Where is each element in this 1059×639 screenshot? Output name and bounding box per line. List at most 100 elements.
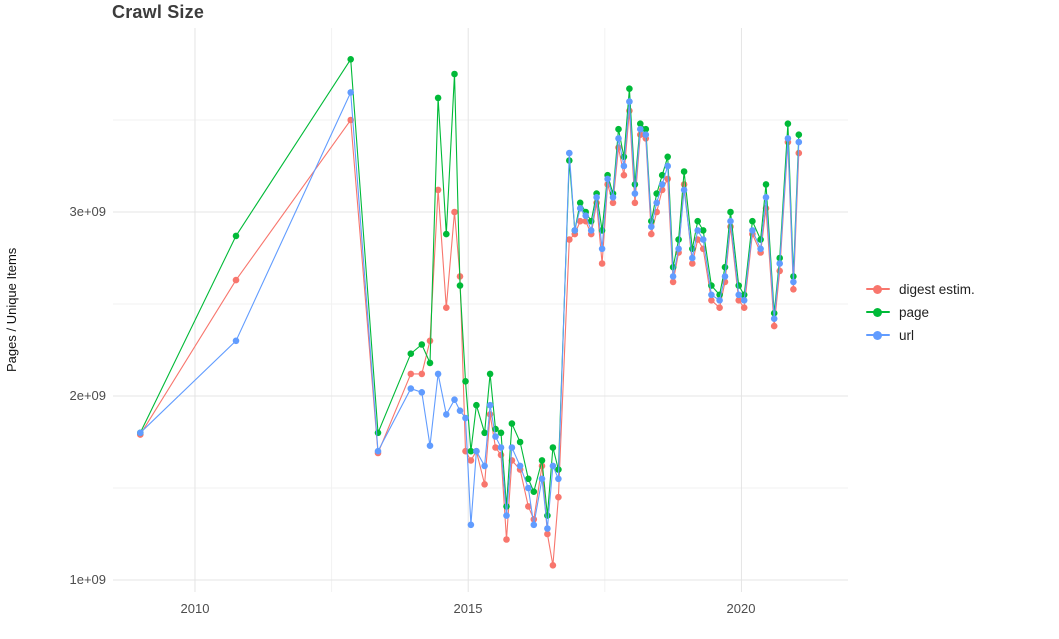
data-point (508, 444, 516, 451)
data-point (615, 135, 622, 142)
data-point (669, 278, 677, 286)
data-point (418, 370, 426, 378)
data-point (576, 199, 584, 207)
data-point (434, 186, 442, 194)
data-point (516, 438, 524, 446)
data-point (456, 407, 464, 415)
data-point (374, 447, 382, 455)
data-point (637, 125, 644, 133)
data-point (473, 401, 480, 409)
data-point (503, 512, 510, 519)
data-point (648, 230, 655, 238)
data-point (708, 282, 715, 289)
data-point (566, 149, 573, 157)
data-point (609, 199, 617, 207)
data-point (675, 245, 682, 253)
series-line-page (139, 57, 800, 516)
legend-key (866, 304, 890, 320)
data-point (538, 475, 546, 483)
data-point (699, 236, 707, 243)
data-point (582, 212, 589, 219)
data-point (525, 503, 532, 510)
legend-item-page: page (866, 304, 975, 320)
data-point (587, 227, 595, 234)
data-point (576, 217, 584, 225)
data-point (727, 217, 734, 225)
data-point (795, 138, 803, 146)
legend-key (866, 327, 890, 343)
legend-key (866, 281, 890, 297)
data-point (762, 194, 770, 201)
data-point (497, 444, 505, 451)
data-point (481, 429, 488, 437)
y-axis-title: Pages / Unique Items (4, 247, 19, 373)
data-point (727, 208, 734, 216)
data-point (525, 475, 532, 483)
data-point (642, 125, 650, 133)
data-point (492, 433, 499, 440)
data-point (434, 370, 442, 378)
data-point (473, 447, 480, 455)
data-point (770, 315, 778, 323)
data-point (740, 297, 748, 304)
data-point (609, 194, 617, 201)
data-point (549, 462, 557, 470)
data-point (790, 286, 797, 293)
data-point (757, 245, 764, 253)
series-page (137, 56, 803, 519)
data-point (675, 236, 682, 243)
y-tick-label-1e09: 1e+09 (69, 572, 106, 587)
data-point (467, 447, 475, 455)
data-point (544, 530, 551, 538)
legend-point-marker-icon (873, 330, 882, 340)
data-point (516, 462, 524, 470)
data-point (749, 217, 756, 225)
data-point (418, 341, 426, 348)
data-point (426, 337, 434, 345)
data-point (443, 304, 450, 312)
data-point (689, 260, 696, 267)
data-point (689, 254, 696, 262)
data-point (664, 162, 671, 170)
data-point (538, 457, 546, 464)
data-point (525, 484, 532, 492)
legend-label: page (899, 304, 930, 320)
y-tick-label-2e09: 2e+09 (69, 388, 106, 403)
data-point (374, 429, 382, 437)
data-point (735, 297, 742, 304)
data-point (451, 208, 458, 216)
data-point (530, 488, 538, 496)
grid-major (113, 28, 848, 592)
data-point (620, 162, 628, 170)
data-point (451, 396, 458, 404)
data-point (555, 493, 562, 501)
data-point (708, 297, 715, 304)
data-point (137, 429, 144, 437)
data-point (653, 190, 660, 197)
legend-point-marker-icon (873, 284, 882, 294)
data-point (571, 227, 579, 234)
data-point (615, 125, 622, 133)
data-point (631, 199, 639, 207)
data-point (232, 276, 240, 284)
data-point (620, 171, 628, 179)
data-point (497, 429, 505, 437)
data-point (434, 94, 442, 102)
data-point (492, 444, 499, 451)
data-point (648, 223, 655, 230)
data-point (658, 181, 666, 188)
data-point (481, 481, 488, 488)
chart-title: Crawl Size (112, 2, 205, 22)
data-point (232, 337, 240, 345)
data-point (598, 260, 606, 267)
data-point (680, 186, 688, 194)
data-point (555, 475, 562, 483)
data-point (407, 385, 415, 392)
data-point (503, 536, 510, 543)
data-point (407, 350, 415, 358)
data-point (626, 85, 633, 92)
data-point (467, 521, 475, 529)
data-point (626, 98, 633, 105)
legend-point-marker-icon (873, 307, 882, 317)
